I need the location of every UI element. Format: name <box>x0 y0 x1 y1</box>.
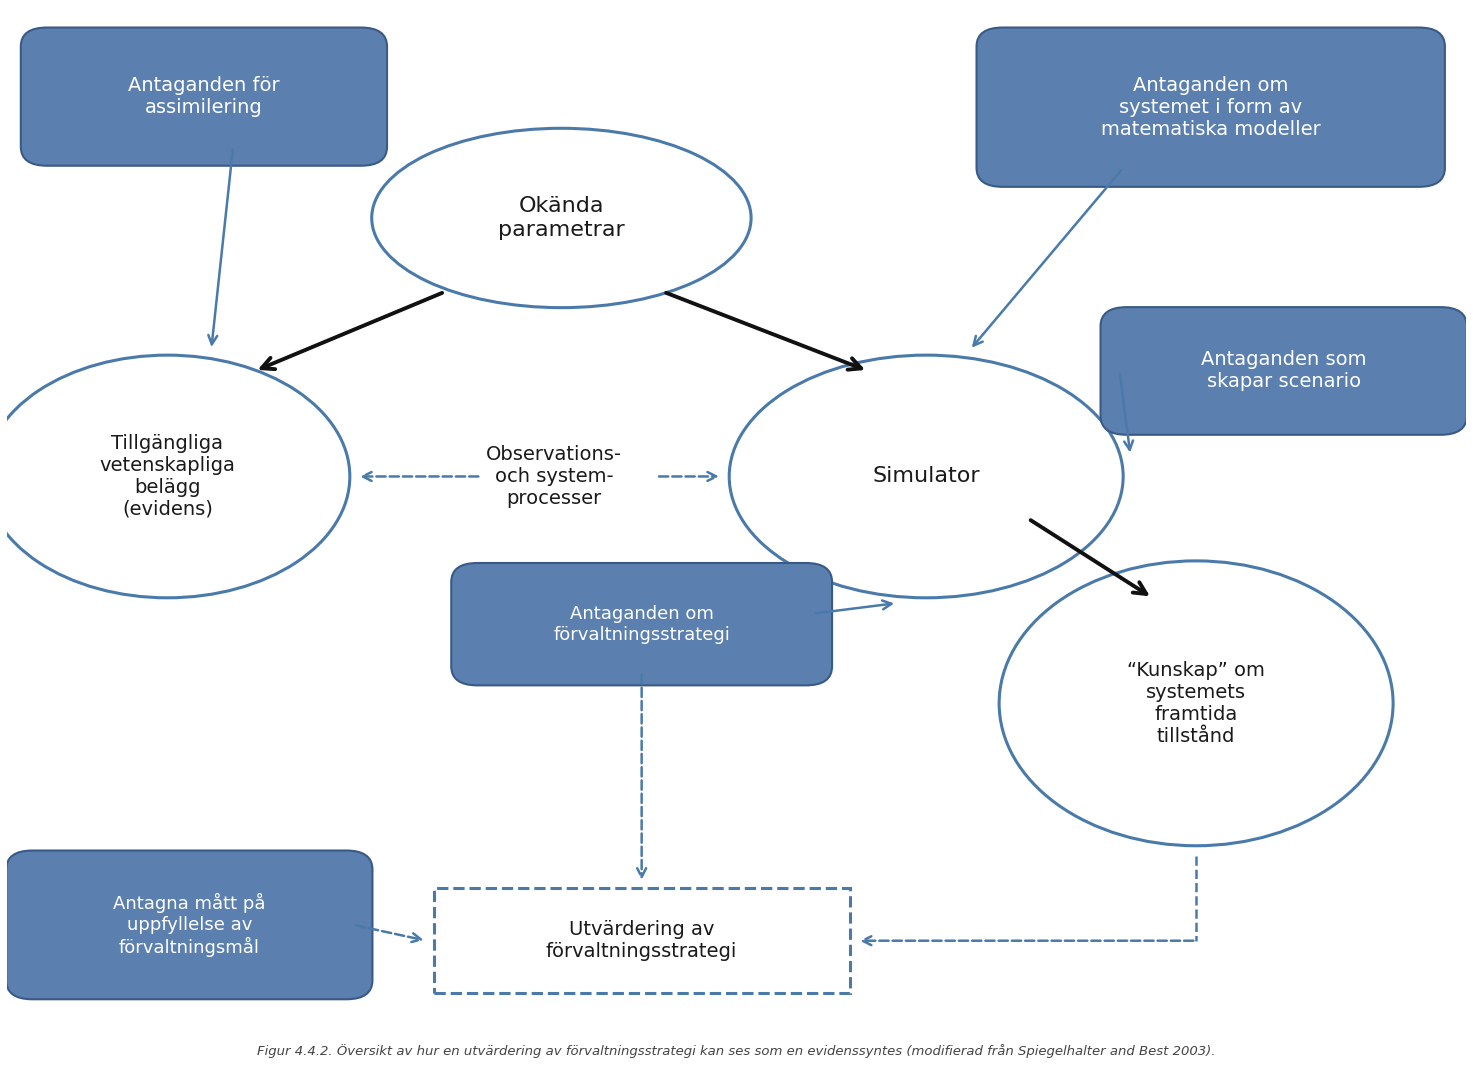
Text: Simulator: Simulator <box>872 466 980 486</box>
Ellipse shape <box>371 128 751 308</box>
Text: Utvärdering av
förvaltningsstrategi: Utvärdering av förvaltningsstrategi <box>546 920 738 961</box>
FancyBboxPatch shape <box>21 28 387 166</box>
Text: Observations-
och system-
processer: Observations- och system- processer <box>486 445 622 508</box>
Text: “Kunskap” om
systemets
framtida
tillstånd: “Kunskap” om systemets framtida tillstån… <box>1127 661 1265 746</box>
Text: Antaganden för
assimilering: Antaganden för assimilering <box>128 76 280 118</box>
Text: Figur 4.4.2. Översikt av hur en utvärdering av förvaltningsstrategi kan ses som : Figur 4.4.2. Översikt av hur en utvärder… <box>258 1044 1215 1058</box>
FancyBboxPatch shape <box>433 888 850 993</box>
FancyBboxPatch shape <box>1100 307 1467 435</box>
Ellipse shape <box>0 355 349 598</box>
Text: Tillgängliga
vetenskapliga
belägg
(evidens): Tillgängliga vetenskapliga belägg (evide… <box>100 434 236 518</box>
Ellipse shape <box>999 561 1393 846</box>
FancyBboxPatch shape <box>6 851 373 1000</box>
Text: Antaganden om
förvaltningsstrategi: Antaganden om förvaltningsstrategi <box>554 605 731 644</box>
FancyBboxPatch shape <box>977 28 1445 187</box>
Text: Antagna mått på
uppfyllelse av
förvaltningsmål: Antagna mått på uppfyllelse av förvaltni… <box>113 893 265 957</box>
Text: Antaganden om
systemet i form av
matematiska modeller: Antaganden om systemet i form av matemat… <box>1100 76 1321 139</box>
Text: Okända
parametrar: Okända parametrar <box>498 197 625 239</box>
FancyBboxPatch shape <box>451 563 832 685</box>
Text: Antaganden som
skapar scenario: Antaganden som skapar scenario <box>1200 351 1367 391</box>
Ellipse shape <box>729 355 1124 598</box>
